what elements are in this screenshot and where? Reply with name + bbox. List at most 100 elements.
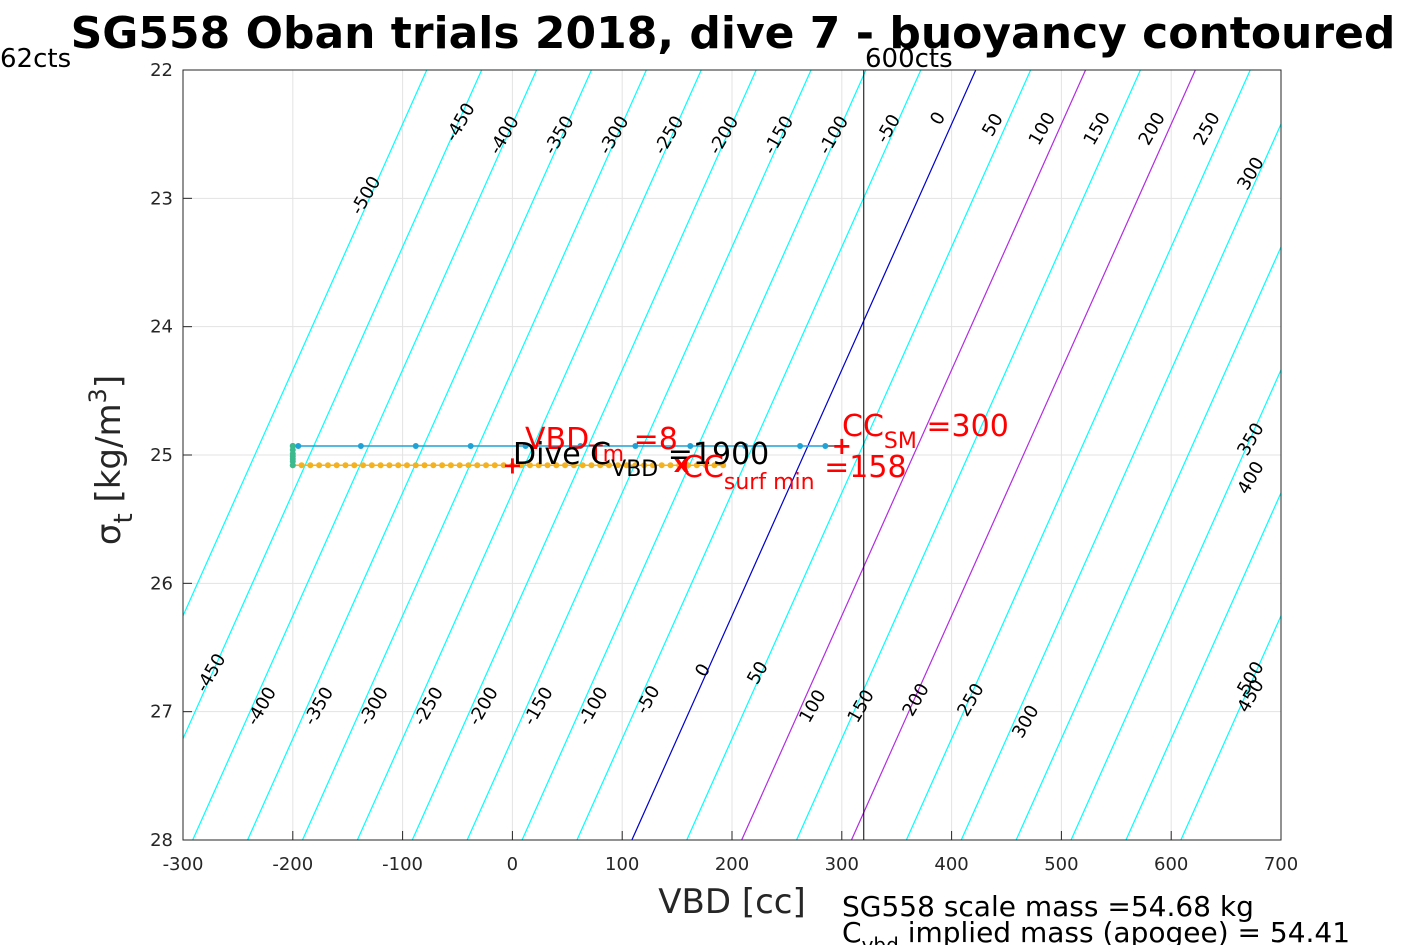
y-tick-label: 28 bbox=[150, 830, 173, 851]
series-point bbox=[412, 462, 419, 469]
series-point bbox=[483, 462, 490, 469]
annotation-cc-surf-pre: CC bbox=[682, 450, 724, 485]
y-tick-label: 22 bbox=[150, 60, 173, 81]
series-point bbox=[606, 462, 613, 469]
series-point bbox=[614, 462, 621, 469]
annotation-dive-cvbd-sub: VBD bbox=[611, 457, 658, 482]
marker: + bbox=[502, 451, 522, 479]
series-point bbox=[316, 462, 323, 469]
x-tick-labels: -300 -200 -100 0 100 200 300 400 500 600 700 bbox=[163, 831, 1298, 875]
contour-line bbox=[960, 122, 1281, 840]
annotation-vbd-tm-post: =8 bbox=[624, 422, 678, 457]
x-axis-label: VBD [cc] bbox=[658, 882, 806, 922]
series-point bbox=[465, 462, 472, 469]
series-point bbox=[289, 462, 296, 469]
marker: x bbox=[674, 450, 690, 478]
x-tick-label: 700 bbox=[1264, 854, 1298, 875]
y-axis-label-unit: [kg/m bbox=[89, 403, 129, 513]
contour-line bbox=[521, 70, 867, 840]
series-point bbox=[412, 443, 419, 450]
x-tick-label: 300 bbox=[825, 854, 859, 875]
series-point bbox=[447, 462, 454, 469]
series-point bbox=[742, 443, 749, 450]
series-point bbox=[421, 462, 428, 469]
series-point bbox=[324, 462, 331, 469]
annotation-vbd-tm-sub: Tm bbox=[588, 442, 624, 467]
annotation-cc-sm: CCSM =300 bbox=[842, 409, 1009, 454]
y-axis-label-base: σ bbox=[89, 524, 129, 546]
series-point bbox=[685, 462, 692, 469]
series-point bbox=[368, 462, 375, 469]
contour-line bbox=[1015, 245, 1281, 840]
annotation-vbd-tm: VBDTm =8 bbox=[525, 422, 678, 467]
annotation-dive-cvbd-pre: Dive C bbox=[513, 437, 611, 472]
series-point bbox=[467, 443, 474, 450]
series-point bbox=[403, 462, 410, 469]
series-point bbox=[395, 462, 402, 469]
x-tick-label: 0 bbox=[507, 854, 518, 875]
series-point bbox=[562, 462, 569, 469]
series-point bbox=[632, 443, 639, 450]
annotation-cc-surf-sub: surf min bbox=[724, 470, 815, 495]
contour-line bbox=[411, 70, 757, 840]
annotation-vbd-tm-pre: VBD bbox=[525, 422, 589, 457]
x-tick-label: 100 bbox=[605, 854, 639, 875]
series-point bbox=[553, 462, 560, 469]
series-point bbox=[342, 462, 349, 469]
contour-line bbox=[1180, 614, 1281, 840]
series-point bbox=[518, 462, 525, 469]
x-tick-label: 200 bbox=[715, 854, 749, 875]
series-point bbox=[711, 462, 718, 469]
contour-line bbox=[850, 70, 1196, 840]
y-tick-label: 25 bbox=[150, 445, 173, 466]
series-point bbox=[667, 462, 674, 469]
data-series: + x + bbox=[289, 70, 865, 840]
series-point bbox=[430, 462, 437, 469]
series-point bbox=[702, 462, 709, 469]
annotation-dive-cvbd: Dive CVBD =1900 bbox=[513, 437, 769, 482]
series-point bbox=[360, 462, 367, 469]
contour-line bbox=[183, 70, 483, 741]
annotation-dive-cvbd-post: =1900 bbox=[658, 437, 769, 472]
series-point bbox=[307, 462, 314, 469]
contour-line bbox=[796, 70, 1142, 840]
series-point bbox=[456, 462, 463, 469]
series-point bbox=[623, 462, 630, 469]
contour-line bbox=[686, 70, 1032, 840]
y-tick-label: 23 bbox=[150, 188, 173, 209]
series-point bbox=[500, 462, 507, 469]
y-axis-label-unit-close: ] bbox=[89, 375, 129, 388]
x-tick-label: -100 bbox=[382, 854, 423, 875]
annotation-cc-surf-min: CCsurf min =158 bbox=[682, 450, 907, 495]
contour-line bbox=[183, 70, 428, 618]
series-point bbox=[439, 462, 446, 469]
y-tick-label: 26 bbox=[150, 573, 173, 594]
annotation-cc-sm-sub: SM bbox=[884, 429, 917, 454]
series-point bbox=[597, 462, 604, 469]
contour-line bbox=[356, 70, 702, 840]
series-point bbox=[797, 443, 804, 450]
series-point bbox=[377, 462, 384, 469]
series-point bbox=[357, 443, 364, 450]
annotation-cc-sm-post: =300 bbox=[917, 409, 1009, 444]
series-point bbox=[526, 462, 533, 469]
marker: + bbox=[832, 432, 852, 460]
x-tick-label: -300 bbox=[163, 854, 204, 875]
y-tick-label: 27 bbox=[150, 702, 173, 723]
contour-line bbox=[741, 70, 1087, 840]
series-point bbox=[295, 443, 302, 450]
y-axis-label-unit-sup: 3 bbox=[84, 388, 112, 403]
series-point bbox=[522, 443, 529, 450]
series-point bbox=[298, 462, 305, 469]
x-tick-label: 400 bbox=[934, 854, 968, 875]
series-point bbox=[386, 462, 393, 469]
y-tick-label: 24 bbox=[150, 317, 173, 338]
series-point bbox=[687, 443, 694, 450]
series-point bbox=[491, 462, 498, 469]
annotation-cc-sm-pre: CC bbox=[842, 409, 884, 444]
footer-implied-mass: Cvbd implied mass (apogee) = 54.41 bbox=[842, 916, 1350, 945]
footer-implied-mass-pre: C bbox=[842, 916, 862, 945]
y-axis-label-sub: t bbox=[109, 513, 139, 523]
left-count-label: 62cts bbox=[0, 44, 71, 74]
series-point bbox=[351, 462, 358, 469]
